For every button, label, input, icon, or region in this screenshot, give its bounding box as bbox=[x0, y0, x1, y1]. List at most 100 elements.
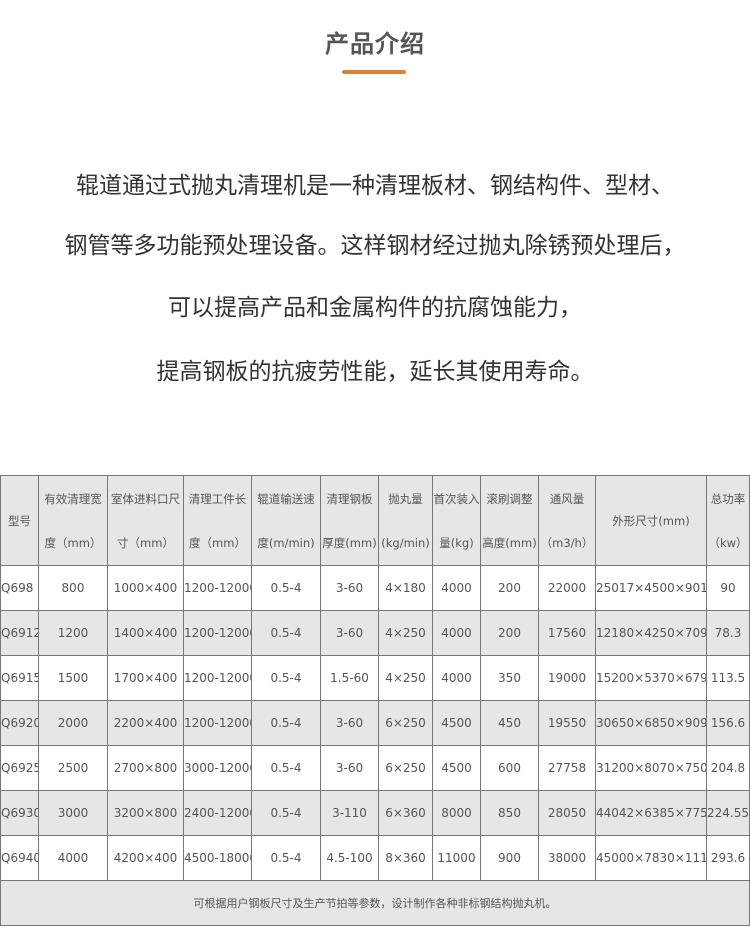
table-cell: 0.5-4 bbox=[251, 655, 321, 701]
table-cell: 22000 bbox=[538, 565, 596, 611]
table-cell: 4000 bbox=[432, 610, 481, 656]
table-cell: 1200-12000 bbox=[183, 655, 252, 701]
table-cell: 19000 bbox=[538, 655, 596, 701]
table-cell: 0.5-4 bbox=[251, 790, 321, 836]
table-cell: 12180×4250×7095 bbox=[595, 610, 707, 656]
table-cell: 1700×400 bbox=[107, 655, 184, 701]
table-cell: 1.5-60 bbox=[320, 655, 379, 701]
table-cell: 1000×400 bbox=[107, 565, 184, 611]
table-cell: 38000 bbox=[538, 835, 596, 881]
table-cell: 0.5-4 bbox=[251, 700, 321, 746]
intro-line-3: 可以提高产品和金属构件的抗腐蚀能力， bbox=[168, 295, 582, 321]
table-cell: 600 bbox=[480, 745, 539, 791]
table-cell: 450 bbox=[480, 700, 539, 746]
column-header-text: 量(kg) bbox=[439, 535, 474, 550]
column-header-text: 室体进料口尺 bbox=[111, 491, 180, 506]
table-cell: 0.5-4 bbox=[251, 565, 321, 611]
table-cell: 1200-12000 bbox=[183, 700, 252, 746]
column-header-text: 厚度(mm) bbox=[322, 535, 377, 550]
table-cell: 900 bbox=[480, 835, 539, 881]
table-cell: 2500 bbox=[38, 745, 108, 791]
table-cell: Q698 bbox=[0, 565, 39, 611]
table-cell: 25017×4500×9015 bbox=[595, 565, 707, 611]
table-cell: Q6930 bbox=[0, 790, 39, 836]
column-header: 清理钢板厚度(mm) bbox=[320, 475, 379, 566]
table-cell: 45000×7830×11117 bbox=[595, 835, 707, 881]
table-cell: 293.6 bbox=[706, 835, 750, 881]
column-header-text: 通风量 bbox=[549, 491, 585, 506]
table-cell: 800 bbox=[38, 565, 108, 611]
column-header-text: (kg/min) bbox=[381, 535, 430, 550]
table-cell: 4500 bbox=[432, 745, 481, 791]
table-cell: 4000 bbox=[432, 655, 481, 701]
table-cell: 156.6 bbox=[706, 700, 750, 746]
column-header-text: 清理钢板 bbox=[326, 491, 373, 506]
table-cell: 31200×8070×7500 bbox=[595, 745, 707, 791]
column-header-text: 型号 bbox=[8, 513, 31, 528]
column-header-text: （m3/h） bbox=[540, 535, 594, 550]
column-header: 室体进料口尺 寸（mm） bbox=[107, 475, 184, 566]
table-cell: 8×360 bbox=[378, 835, 433, 881]
table-cell: 2400-12000 bbox=[183, 790, 252, 836]
table-cell: Q6925 bbox=[0, 745, 39, 791]
table-cell: 3-60 bbox=[320, 610, 379, 656]
table-cell: 4×250 bbox=[378, 655, 433, 701]
table-cell: 350 bbox=[480, 655, 539, 701]
table-footer-note: 可根据用户钢板尺寸及生产节拍等参数，设计制作各种非标钢结构抛丸机。 bbox=[0, 880, 750, 926]
table-cell: Q6912 bbox=[0, 610, 39, 656]
table-row: Q6930 3000 3200×800 2400-12000 0.5-4 3-110 6×3… bbox=[0, 790, 750, 836]
table-cell: 3-110 bbox=[320, 790, 379, 836]
column-header-text: 有效清理宽 bbox=[44, 491, 102, 506]
table-cell: Q6915 bbox=[0, 655, 39, 701]
table-cell: 17560 bbox=[538, 610, 596, 656]
table-cell: 113.5 bbox=[706, 655, 750, 701]
column-header: 总功率 （kw） bbox=[706, 475, 750, 566]
table-cell: 4500-18000 bbox=[183, 835, 252, 881]
intro-line-1: 辊道通过式抛丸清理机是一种清理板材、钢结构件、型材、 bbox=[76, 173, 674, 199]
table-cell: Q6920 bbox=[0, 700, 39, 746]
table-row: Q6925 2500 2700×800 3000-12000 0.5-4 3-60 6×25… bbox=[0, 745, 750, 791]
column-header: 有效清理宽度（mm） bbox=[38, 475, 108, 566]
table-cell: 1200 bbox=[38, 610, 108, 656]
table-cell: 4000 bbox=[38, 835, 108, 881]
column-header-text: 度(m/min) bbox=[257, 535, 315, 550]
title-underline bbox=[342, 70, 406, 74]
table-cell: 200 bbox=[480, 610, 539, 656]
table-cell: 3000 bbox=[38, 790, 108, 836]
table-cell: 3-60 bbox=[320, 700, 379, 746]
column-header-text: 外形尺寸(mm) bbox=[612, 513, 690, 528]
table-row: Q698 800 1000×400 1200-12000 0.5-4 3-60 4×180 4… bbox=[0, 565, 750, 611]
table-row: Q6912 1200 1400×400 1200-12000 0.5-4 3-60 4×25… bbox=[0, 610, 750, 656]
column-header-text: 寸（mm） bbox=[117, 535, 174, 550]
spec-table: 型号 有效清理宽 度（mm） 室体进料口尺 寸（mm） 清理工件长 度（mm） 辊道输送速 度(… bbox=[0, 475, 750, 926]
table-row: Q6915 1500 1700×400 1200-12000 0.5-4 1.5-60 4×… bbox=[0, 655, 750, 701]
table-cell: 4.5-100 bbox=[320, 835, 379, 881]
section-title: 产品介绍 bbox=[325, 30, 425, 58]
column-header: 滚刷调整 高度(mm) bbox=[480, 475, 539, 566]
table-cell: Q6940 bbox=[0, 835, 39, 881]
table-cell: 90 bbox=[706, 565, 750, 611]
table-cell: 4×250 bbox=[378, 610, 433, 656]
table-cell: 204.8 bbox=[706, 745, 750, 791]
table-cell: 4500 bbox=[432, 700, 481, 746]
table-cell: 2700×800 bbox=[107, 745, 184, 791]
column-header-text: 滚刷调整 bbox=[486, 491, 533, 506]
column-header: 清理工件长 度（mm） bbox=[183, 475, 252, 566]
table-cell: 44042×6385×7758 bbox=[595, 790, 707, 836]
table-cell: 6×250 bbox=[378, 745, 433, 791]
column-header: 辊道输送速度(m/min) bbox=[251, 475, 321, 566]
table-cell: 6×360 bbox=[378, 790, 433, 836]
column-header: 外形尺寸(mm) bbox=[595, 475, 707, 566]
table-footer-row: 可根据用户钢板尺寸及生产节拍等参数，设计制作各种非标钢结构抛丸机。 bbox=[0, 880, 750, 926]
table-cell: 15200×5370×6797 bbox=[595, 655, 707, 701]
table-cell: 1400×400 bbox=[107, 610, 184, 656]
table-cell: 1200-12000 bbox=[183, 610, 252, 656]
table-cell: 1500 bbox=[38, 655, 108, 701]
table-cell: 0.5-4 bbox=[251, 835, 321, 881]
column-header-text: 总功率 bbox=[710, 491, 746, 506]
table-cell: 3-60 bbox=[320, 745, 379, 791]
column-header-text: 辊道输送速 bbox=[257, 491, 315, 506]
column-header-text: 度（mm） bbox=[44, 535, 102, 550]
column-header: 通风量 （m3/h） bbox=[538, 475, 596, 566]
